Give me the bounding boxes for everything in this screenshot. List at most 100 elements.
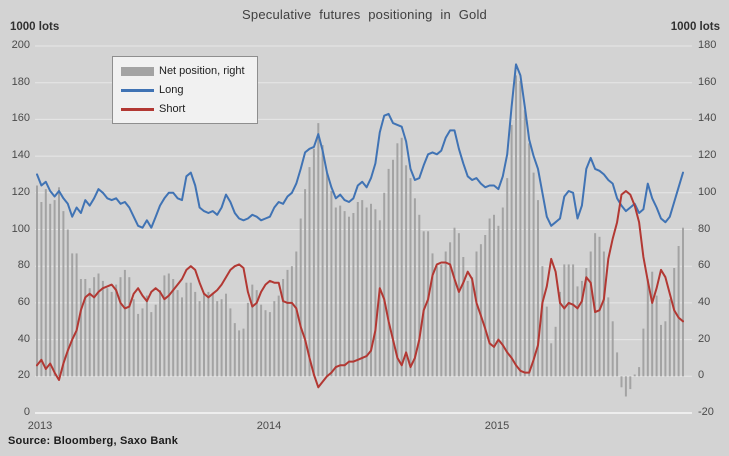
net-position-bar bbox=[290, 266, 293, 377]
net-position-bar bbox=[225, 293, 227, 377]
net-position-bar bbox=[326, 172, 328, 377]
left-axis-tick-label: 40 bbox=[17, 333, 30, 345]
net-position-bar bbox=[172, 279, 175, 377]
net-position-bar bbox=[163, 275, 166, 377]
net-position-bar bbox=[580, 280, 583, 377]
net-position-bar bbox=[66, 229, 69, 377]
net-position-bar bbox=[523, 110, 526, 377]
net-position-bar bbox=[668, 299, 671, 377]
right-axis-unit-label: 1000 lots bbox=[670, 21, 720, 33]
legend-label-net-position: Net position, right bbox=[159, 65, 245, 77]
net-position-bar bbox=[510, 124, 513, 377]
net-position-bar bbox=[189, 282, 192, 377]
net-position-bar bbox=[607, 297, 610, 377]
legend-label-long: Long bbox=[159, 84, 184, 96]
net-position-bar bbox=[427, 231, 430, 377]
chart-title: Speculative futures positioning in Gold bbox=[242, 7, 487, 22]
net-position-bar bbox=[216, 301, 219, 377]
net-position-bar bbox=[462, 257, 465, 377]
net-position-bar bbox=[308, 167, 311, 377]
net-position-bar bbox=[594, 233, 597, 377]
right-axis-tick-label: 160 bbox=[698, 76, 717, 88]
net-position-bar bbox=[207, 291, 210, 377]
net-position-bar bbox=[633, 374, 636, 377]
net-position-bar bbox=[449, 242, 452, 377]
short-line bbox=[36, 190, 684, 389]
net-position-bar bbox=[471, 277, 474, 377]
net-position-bar bbox=[44, 189, 47, 377]
legend-item-net-position: Net position, right bbox=[121, 65, 245, 77]
net-position-bar bbox=[589, 251, 592, 377]
net-position-bar bbox=[93, 277, 96, 377]
left-axis-tick-label: 200 bbox=[11, 39, 30, 51]
net-position-bar bbox=[97, 273, 100, 377]
net-position-bar bbox=[159, 290, 161, 377]
net-position-bar bbox=[277, 295, 280, 377]
source-note: Source: Bloomberg, Saxo Bank bbox=[8, 435, 179, 447]
net-position-bar bbox=[392, 159, 394, 377]
net-position-bar bbox=[488, 218, 491, 377]
net-position-bar bbox=[409, 178, 412, 377]
legend-item-short: Short bbox=[121, 103, 245, 115]
net-position-bar bbox=[431, 253, 434, 377]
net-position-bar bbox=[554, 326, 557, 377]
net-position-bar bbox=[572, 264, 575, 377]
net-position-bar bbox=[110, 291, 113, 377]
right-axis-tick-label: 60 bbox=[698, 259, 711, 271]
net-position-bar bbox=[646, 279, 649, 377]
net-position-bar bbox=[629, 376, 632, 390]
net-position-bar bbox=[453, 227, 456, 377]
net-position-bar bbox=[75, 253, 78, 377]
net-position-bar bbox=[501, 207, 504, 377]
net-position-bar bbox=[194, 291, 197, 377]
net-position-bar bbox=[422, 231, 425, 377]
net-position-bar bbox=[128, 277, 131, 377]
net-position-bar bbox=[563, 264, 566, 377]
net-position-bar bbox=[515, 75, 517, 377]
net-position-bar bbox=[378, 220, 381, 377]
net-position-bar bbox=[550, 343, 553, 377]
net-position-bar bbox=[295, 251, 298, 377]
net-position-bar bbox=[466, 280, 469, 377]
left-axis-tick-label: 160 bbox=[11, 112, 30, 124]
net-position-bar bbox=[370, 203, 372, 377]
net-position-bar bbox=[141, 308, 144, 377]
net-position-bar bbox=[53, 200, 56, 377]
right-axis-tick-label: 80 bbox=[698, 223, 711, 235]
x-axis-tick-label: 2015 bbox=[484, 420, 510, 432]
net-position-bar-swatch-icon bbox=[121, 66, 154, 76]
net-position-bar bbox=[264, 310, 267, 377]
net-position-bar bbox=[181, 297, 183, 377]
net-position-bar bbox=[334, 207, 337, 377]
left-axis-tick-label: 0 bbox=[23, 406, 30, 418]
net-position-bar bbox=[123, 269, 126, 377]
net-position-bar bbox=[106, 288, 109, 377]
net-position-bar bbox=[400, 137, 403, 377]
net-position-bar bbox=[418, 214, 421, 377]
net-position-bar bbox=[115, 284, 118, 377]
net-position-bar bbox=[246, 302, 249, 377]
net-position-bar bbox=[132, 299, 135, 377]
net-position-bar bbox=[497, 225, 500, 377]
net-position-bar bbox=[251, 284, 254, 377]
net-position-bar bbox=[317, 123, 320, 377]
net-position-bar bbox=[528, 143, 531, 377]
right-axis-tick-label: 140 bbox=[698, 112, 717, 124]
net-position-bar bbox=[413, 198, 416, 377]
net-position-bar bbox=[682, 227, 684, 377]
net-position-bar bbox=[286, 269, 289, 377]
net-position-bar bbox=[677, 246, 680, 377]
net-position-bar bbox=[233, 323, 236, 377]
net-position-bar bbox=[585, 268, 588, 377]
net-position-bar bbox=[203, 293, 205, 377]
net-position-bar bbox=[365, 207, 368, 377]
net-position-bar bbox=[154, 304, 157, 377]
left-axis-tick-label: 140 bbox=[11, 149, 30, 161]
net-position-bar bbox=[58, 187, 60, 377]
net-position-bar bbox=[150, 312, 153, 377]
net-position-bar bbox=[79, 279, 82, 377]
net-position-bar bbox=[238, 330, 241, 377]
net-position-bar bbox=[545, 306, 548, 377]
net-position-bar bbox=[88, 288, 91, 377]
